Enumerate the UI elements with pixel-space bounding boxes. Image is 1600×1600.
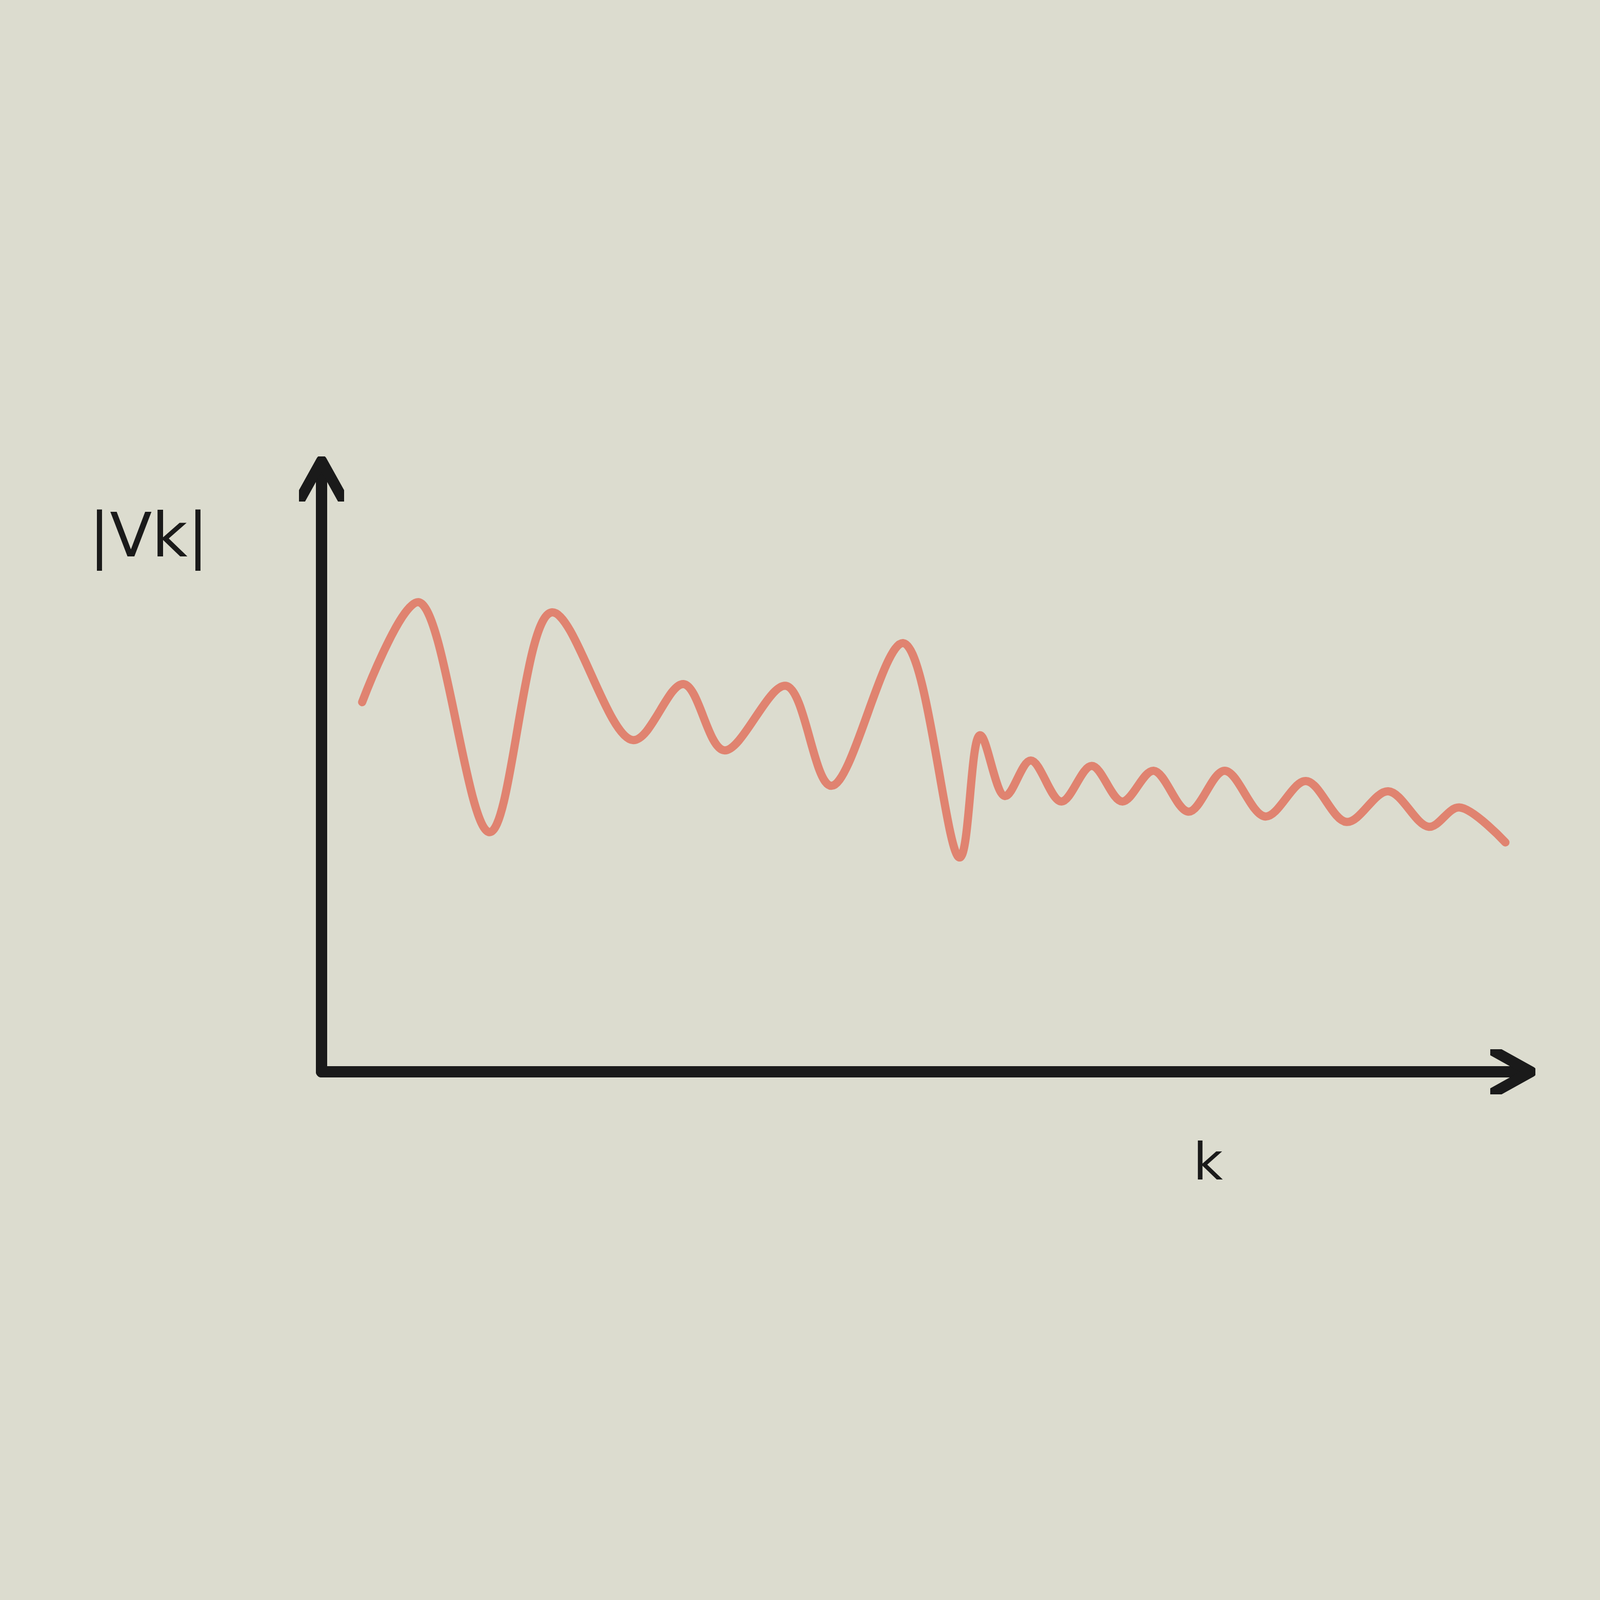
y-axis: [321, 469, 323, 1072]
chart: |Vk| k: [0, 0, 1600, 1600]
y-axis-title: |Vk|: [89, 499, 209, 571]
x-axis-title: k: [1193, 1131, 1224, 1192]
y-axis-line: [315, 469, 328, 1072]
data-line: [362, 602, 1506, 858]
plot-area: [362, 602, 1506, 858]
x-axis: [321, 1071, 1523, 1073]
x-axis-line: [321, 1066, 1523, 1078]
